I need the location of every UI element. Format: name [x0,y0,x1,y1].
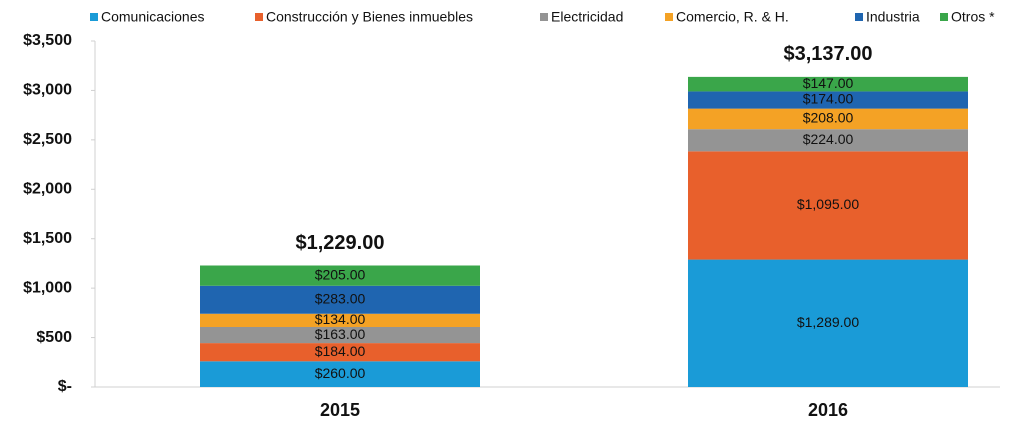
value-label: $260.00 [315,365,366,381]
value-label: $163.00 [315,326,366,342]
value-label: $1,095.00 [797,196,859,212]
x-tick-label: 2015 [320,400,360,420]
bar-segment [688,129,968,152]
value-label: $147.00 [803,75,854,91]
bar-segment [688,91,968,109]
bar-segment [200,265,480,286]
value-label: $1,289.00 [797,314,859,330]
bar-segment [688,259,968,387]
y-tick-label: $2,500 [23,131,72,148]
value-label: $184.00 [315,343,366,359]
total-label: $1,229.00 [296,232,385,254]
legend-label: Electricidad [551,9,623,25]
y-tick-label: $2,000 [23,181,72,198]
bar-segment [688,151,968,260]
bar-segment [200,361,480,387]
legend-swatch [855,13,863,21]
legend-swatch [90,13,98,21]
value-label: $134.00 [315,311,366,327]
legend-swatch [540,13,548,21]
legend-swatch [255,13,263,21]
value-label: $283.00 [315,290,366,306]
x-tick-label: 2016 [808,400,848,420]
y-tick-label: $- [58,378,72,395]
bar-segment [688,108,968,130]
value-label: $208.00 [803,110,854,126]
bar-segment [200,285,480,314]
legend-label: Otros * [951,9,995,25]
y-tick-label: $500 [36,329,72,346]
bar-segment [688,76,968,92]
legend-swatch [940,13,948,21]
y-tick-label: $1,000 [23,279,72,296]
legend-label: Construcción y Bienes inmuebles [266,9,473,25]
y-tick-label: $3,000 [23,82,72,99]
total-label: $3,137.00 [784,43,873,65]
bar-segment [200,313,480,327]
legend-label: Comercio, R. & H. [676,9,789,25]
y-tick-label: $3,500 [23,32,72,49]
legend-swatch [665,13,673,21]
bar-segment [200,343,480,362]
value-label: $224.00 [803,131,854,147]
value-label: $174.00 [803,91,854,107]
legend-label: Comunicaciones [101,9,205,25]
y-tick-label: $1,500 [23,230,72,247]
bar-segment [200,326,480,344]
legend-label: Industria [866,9,920,25]
value-label: $205.00 [315,266,366,282]
